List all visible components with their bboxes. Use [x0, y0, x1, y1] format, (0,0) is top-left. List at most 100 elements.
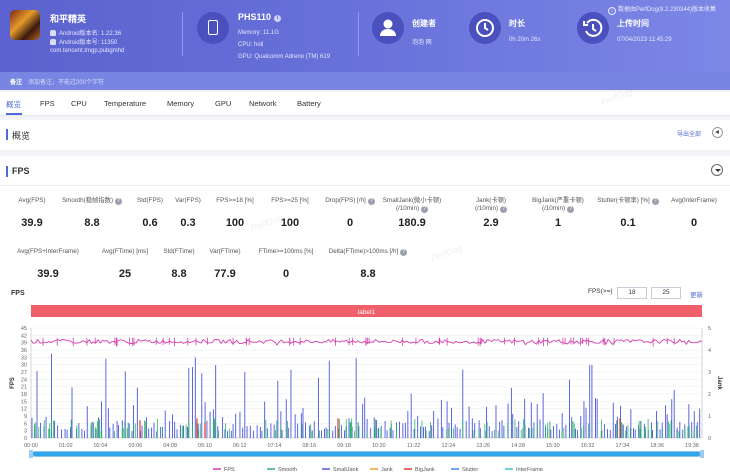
help-icon[interactable]: ? [651, 198, 659, 205]
tab-gpu[interactable]: GPU [215, 99, 232, 108]
metric-r2-1: Avg(FTime) [ms] 25 [80, 248, 170, 280]
fps-title: FPS [12, 166, 30, 176]
fps-threshold-label: FPS(>=) [588, 288, 613, 295]
metric-value: 100 [225, 217, 245, 229]
metric-r2-2: Std(FTime) 8.8 [134, 248, 224, 280]
x-tick-label: 05:10 [198, 443, 212, 449]
metric-label: Std(FTime) [163, 248, 195, 255]
x-tick-label: 19:38 [685, 443, 699, 449]
fps-chart[interactable]: label10369121518212427303336394245012345… [0, 304, 730, 474]
metric-label: BigJank(严重卡顿) [532, 197, 584, 204]
device-gpu: GPU: Qualcomm Adreno (TM) 619 [238, 54, 331, 60]
tab-fps[interactable]: FPS [40, 99, 55, 108]
y-left-tick-label: 45 [21, 326, 27, 332]
x-tick-label: 17:34 [615, 443, 629, 449]
fps-threshold-high-input[interactable]: 25 [651, 287, 681, 299]
x-tick-label: 06:12 [233, 443, 247, 449]
history-icon [577, 12, 609, 44]
overview-title: 概览 [12, 131, 31, 141]
device-info-icon[interactable]: i [274, 15, 282, 22]
x-tick-label: 11:22 [407, 443, 420, 449]
x-tick-label: 02:04 [94, 443, 108, 449]
metric-label: Avg(FPS) [18, 197, 46, 204]
metric-label: Avg(InterFrame) [671, 197, 717, 204]
help-icon[interactable]: ? [567, 206, 575, 213]
help-icon[interactable]: ? [367, 198, 375, 205]
x-tick-label: 08:16 [302, 443, 316, 449]
tab-temperature[interactable]: Temperature [104, 99, 147, 108]
y-left-tick-label: 27 [21, 370, 27, 376]
metric-label: Jank(卡顿) [475, 197, 507, 204]
legend-item-jank[interactable]: Jank [381, 467, 393, 473]
y-right-tick-label: 2 [708, 392, 711, 398]
legend-item-fps[interactable]: FPS [224, 467, 235, 473]
tab-overview[interactable]: 概览 [6, 100, 21, 109]
help-icon[interactable]: ? [421, 206, 429, 213]
watermark: PerfDog [429, 242, 464, 264]
metric-value: 8.8 [84, 217, 100, 229]
clock-icon [469, 12, 501, 44]
export-all-link[interactable]: 导出全部 [677, 132, 702, 138]
metric-label-unit: (/10min)? [513, 205, 603, 213]
data-source-note: i 数据由PerfDog(8.2.230344)版本收集 [607, 4, 716, 15]
x-tick-label: 10:20 [372, 443, 386, 449]
metric-value: 0.6 [142, 217, 158, 229]
metric-value: 8.8 [171, 268, 187, 280]
metric-label: SmallJank(微小卡顿) [382, 197, 442, 204]
fps-threshold-low-input[interactable]: 18 [617, 287, 647, 299]
fps-panel: FPS Avg(FPS) 39.9 Smooth(稳帧指数)? 8.8 Std(FPS)… [0, 87, 730, 474]
y-left-tick-label: 36 [21, 348, 27, 354]
metric-label: Avg(FTime) [ms] [101, 248, 149, 255]
metric-r2-3: Var(FTime) 77.9 [180, 248, 270, 280]
chevron-down-icon[interactable] [711, 164, 723, 176]
metric-r1-8: Jank(卡顿) (/10min)? 2.9 [446, 197, 536, 229]
metric-value: 2.9 [483, 217, 499, 229]
metric-label: Var(FTime) [209, 248, 241, 255]
legend-item-interframe[interactable]: InterFrame [516, 467, 543, 473]
x-tick-label: 13:26 [476, 443, 490, 449]
tab-memory[interactable]: Memory [167, 99, 195, 108]
tab-battery[interactable]: Battery [297, 99, 321, 108]
y-left-tick-label: 0 [24, 436, 27, 442]
legend-item-bigjank[interactable]: BigJank [415, 467, 435, 473]
metric-r1-7: SmallJank(微小卡顿) (/10min)? 180.9 [367, 197, 457, 229]
metric-label: Std(FPS) [137, 197, 163, 204]
section-marker [6, 129, 8, 140]
tab-cpu[interactable]: CPU [71, 99, 87, 108]
note-bar[interactable]: 备注 添加备注，不能过200个字符 [0, 72, 730, 90]
tab-bar: 概览 FPS CPU Temperature Memory GPU Networ… [0, 92, 730, 116]
section-marker [6, 166, 8, 177]
metric-value: 39.9 [37, 268, 59, 280]
legend-item-smooth[interactable]: Smooth [278, 467, 297, 473]
x-tick-label: 01:02 [59, 443, 73, 449]
help-icon[interactable]: ? [400, 249, 408, 256]
x-tick-label: 16:32 [581, 443, 595, 449]
fps-header: FPS [0, 156, 730, 186]
x-tick-label: 09:18 [337, 443, 351, 449]
x-tick-label: 18:36 [650, 443, 664, 449]
device-cpu: CPU: holi [238, 42, 264, 48]
overview-section: 概览 导出全部 [0, 120, 730, 150]
metric-value: 0.1 [620, 217, 636, 229]
chart-title: FPS [11, 290, 25, 297]
collapse-left-icon[interactable] [712, 127, 723, 138]
help-icon[interactable]: ? [115, 198, 123, 205]
tab-network[interactable]: Network [249, 99, 277, 108]
label-banner [31, 305, 702, 317]
x-tick-label: 03:06 [128, 443, 142, 449]
y-left-tick-label: 24 [21, 377, 27, 383]
x-tick-label: 15:30 [546, 443, 560, 449]
scroll-handle-left[interactable] [29, 450, 33, 458]
help-icon[interactable]: ? [500, 206, 508, 213]
metric-label: FTime>=100ms [%] [258, 248, 314, 255]
scroll-handle-right[interactable] [700, 450, 704, 458]
metric-value: 1 [554, 217, 562, 229]
note-input[interactable]: 添加备注，不能过200个字符 [28, 80, 105, 86]
metric-label: Drop(FPS) [/h]? [305, 197, 395, 205]
legend-item-stutter[interactable]: Stutter [462, 467, 478, 473]
time-scrollbar-thumb[interactable] [33, 451, 700, 457]
legend-item-smalljank[interactable]: SmallJank [333, 467, 359, 473]
threshold-update-button[interactable]: 更新 [690, 292, 703, 299]
x-tick-label: 04:08 [163, 443, 177, 449]
metric-value: 0 [690, 217, 698, 229]
